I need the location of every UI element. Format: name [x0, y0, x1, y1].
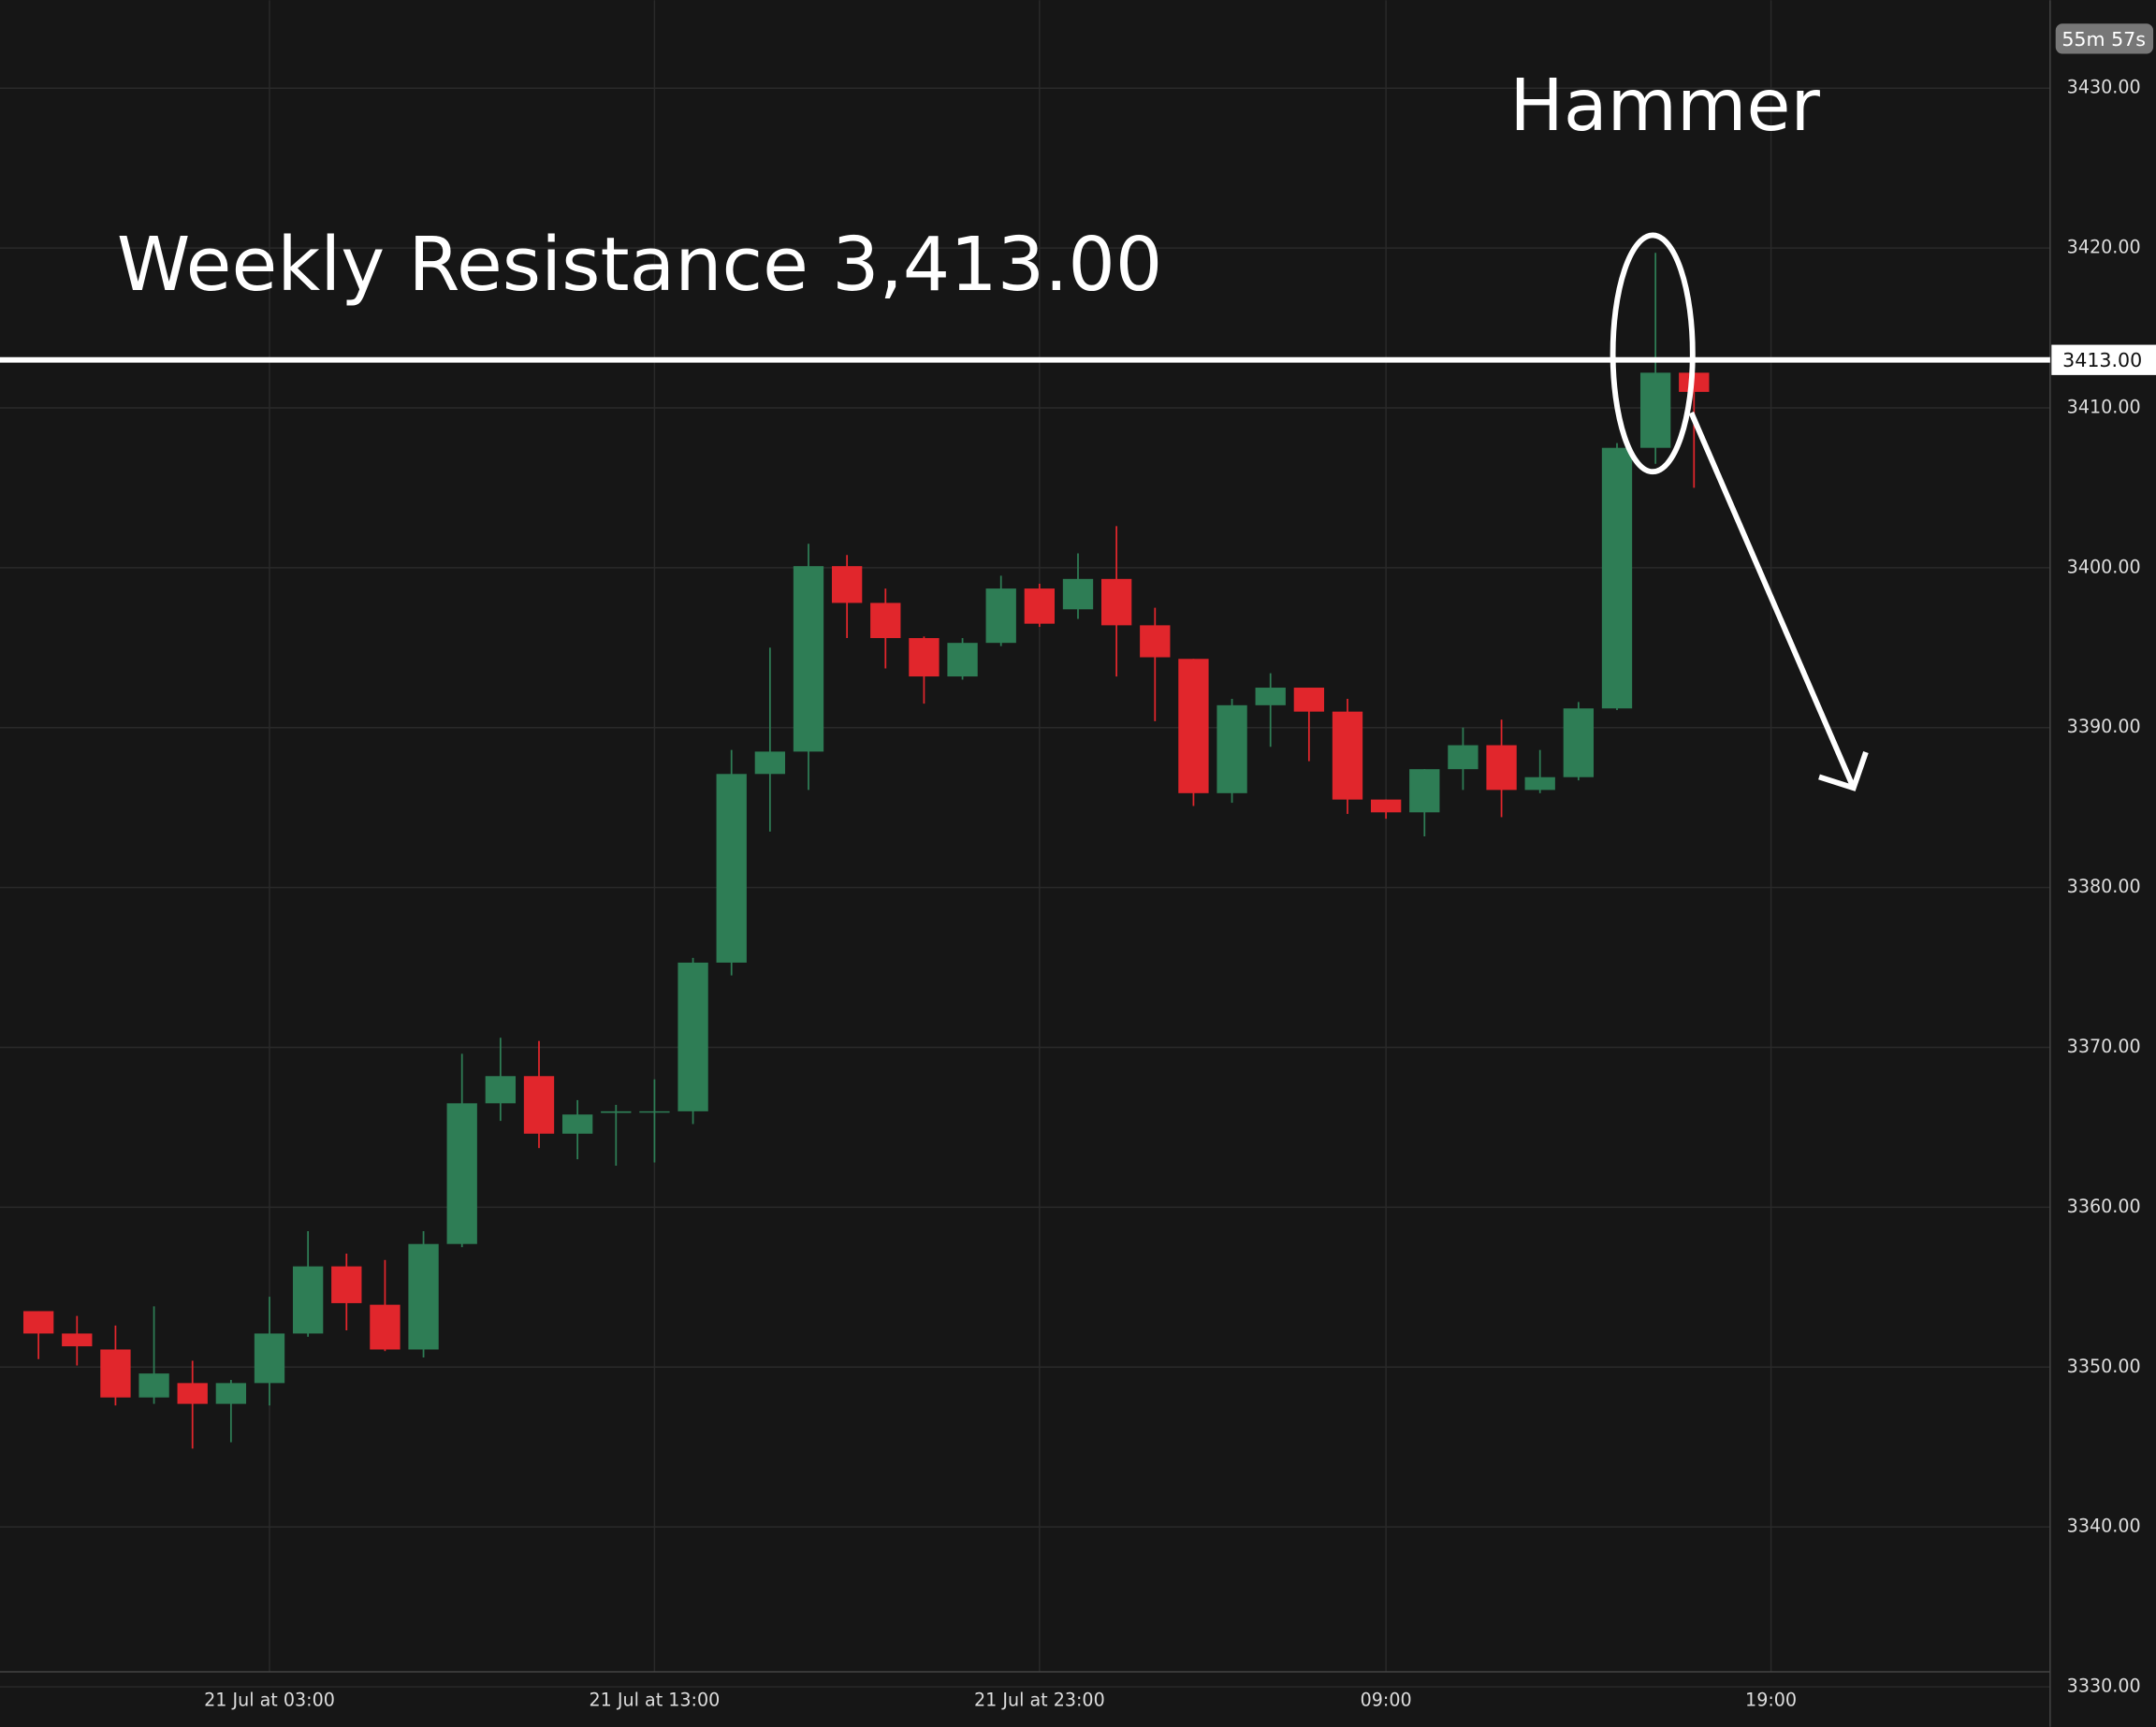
- x-tick-label: 19:00: [1745, 1689, 1797, 1710]
- arrow-head: [1818, 751, 1869, 791]
- y-tick-label: 3400.00: [2067, 556, 2141, 577]
- y-tick-label: 3360.00: [2067, 1196, 2141, 1217]
- candle-body: [909, 638, 940, 677]
- candle-body: [601, 1110, 632, 1113]
- candle-body: [1100, 578, 1132, 626]
- y-tick-label: 3390.00: [2067, 716, 2141, 737]
- candle-body: [561, 1114, 593, 1134]
- candle-body: [754, 751, 786, 775]
- y-tick-label: 3410.00: [2067, 396, 2141, 417]
- y-tick-label: 3350.00: [2067, 1356, 2141, 1377]
- countdown: 55m 57s: [2061, 28, 2146, 51]
- candle-body: [331, 1266, 362, 1303]
- candle-body: [1024, 588, 1056, 624]
- candle-body: [1140, 625, 1171, 658]
- candle-body: [677, 962, 708, 1111]
- candle-body: [1563, 708, 1595, 777]
- resistance-label: 3413.00: [2062, 349, 2142, 371]
- candle-body: [485, 1076, 517, 1104]
- resistance-label-box: [2051, 344, 2156, 375]
- candle-body: [292, 1266, 324, 1334]
- candle-body: [1486, 745, 1517, 791]
- candle-body: [1293, 688, 1325, 712]
- candle-body: [62, 1333, 93, 1347]
- candle-body: [22, 1311, 54, 1334]
- candle-body: [1524, 776, 1555, 791]
- candle-body: [370, 1304, 401, 1350]
- candle-body: [1255, 688, 1286, 705]
- y-tick-label: 3340.00: [2067, 1516, 2141, 1537]
- candle-body: [716, 774, 747, 963]
- annotation: Hammer: [1509, 65, 1820, 148]
- candle-body: [254, 1333, 285, 1384]
- candle-body: [639, 1110, 670, 1113]
- candle-body: [138, 1373, 169, 1398]
- candle-body: [215, 1383, 247, 1404]
- y-tick-label: 3430.00: [2067, 77, 2141, 98]
- annotation: Weekly Resistance 3,413.00: [117, 221, 1163, 308]
- candle-body: [446, 1103, 477, 1244]
- arrow: [1688, 411, 1869, 791]
- candle-body: [1601, 447, 1633, 709]
- x-tick-label: 21 Jul at 13:00: [590, 1689, 721, 1710]
- candle-body: [870, 602, 901, 639]
- y-tick-label: 3380.00: [2067, 876, 2141, 897]
- candle-body: [177, 1383, 208, 1404]
- candle-body: [408, 1243, 439, 1350]
- candle-body: [831, 566, 863, 603]
- candle-body: [1216, 704, 1247, 793]
- candle-body: [1370, 799, 1402, 813]
- y-tick-label: 3330.00: [2067, 1676, 2141, 1697]
- countdown-box: [2055, 23, 2154, 54]
- candle-body: [1448, 745, 1479, 770]
- candle-body: [523, 1076, 555, 1134]
- y-tick-label: 3420.00: [2067, 237, 2141, 258]
- candle-body: [1062, 578, 1094, 610]
- grid: [0, 0, 2050, 1688]
- candle-body: [947, 643, 978, 677]
- candle-body: [1178, 659, 1209, 793]
- y-tick-label: 3370.00: [2067, 1036, 2141, 1057]
- candles: [22, 253, 1710, 1449]
- candle-body: [793, 566, 824, 752]
- candle-body: [1639, 372, 1671, 448]
- x-tick-label: 21 Jul at 23:00: [974, 1689, 1105, 1710]
- candle-body: [100, 1349, 131, 1398]
- arrow-shaft: [1688, 411, 1857, 790]
- candle-body: [985, 588, 1016, 644]
- x-tick-label: 09:00: [1361, 1689, 1412, 1710]
- candle-body: [1332, 711, 1363, 800]
- hammer-highlight: [1610, 232, 1696, 475]
- x-tick-label: 21 Jul at 03:00: [204, 1689, 335, 1710]
- candle-body: [1409, 769, 1440, 813]
